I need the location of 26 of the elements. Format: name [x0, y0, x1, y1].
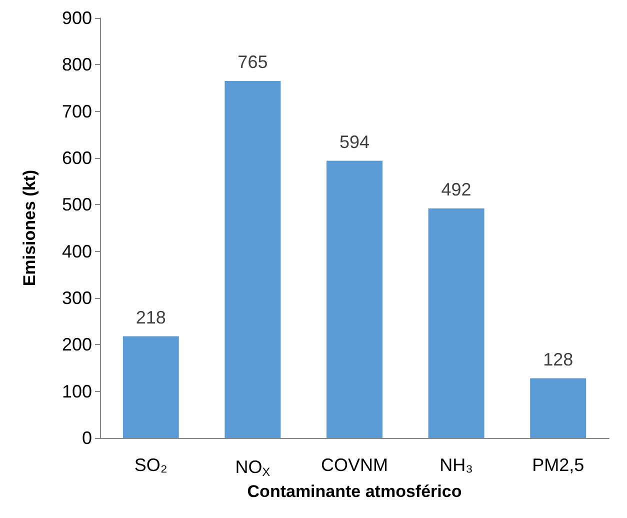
data-label: 765: [238, 52, 268, 72]
y-tick-label: 100: [62, 381, 92, 402]
x-tick-label: SO₂: [134, 455, 168, 475]
bar: [224, 81, 281, 438]
bar: [326, 160, 382, 438]
x-tick-label: NH₃: [440, 455, 473, 475]
bar: [122, 336, 179, 438]
data-label: 218: [136, 307, 166, 328]
y-tick-label: 800: [62, 54, 92, 75]
x-axis-title: Contaminante atmosférico: [247, 482, 462, 501]
x-tick-label: COVNM: [321, 455, 388, 475]
y-tick-label: 900: [62, 8, 92, 28]
x-tick-label: PM2,5: [532, 455, 584, 475]
data-label: 594: [339, 132, 370, 152]
bar: [428, 208, 484, 438]
y-tick-label: 200: [62, 334, 92, 355]
y-tick-label: 500: [62, 194, 92, 215]
y-tick-label: 700: [62, 101, 92, 122]
bar: [530, 378, 586, 438]
data-label: 128: [543, 349, 574, 370]
y-tick-label: 300: [62, 288, 92, 308]
y-tick-label: 0: [82, 428, 92, 448]
y-tick-label: 600: [62, 148, 92, 168]
y-axis-title: Emisiones (kt): [20, 170, 39, 286]
y-tick-label: 400: [62, 241, 92, 262]
data-label: 492: [441, 179, 472, 200]
